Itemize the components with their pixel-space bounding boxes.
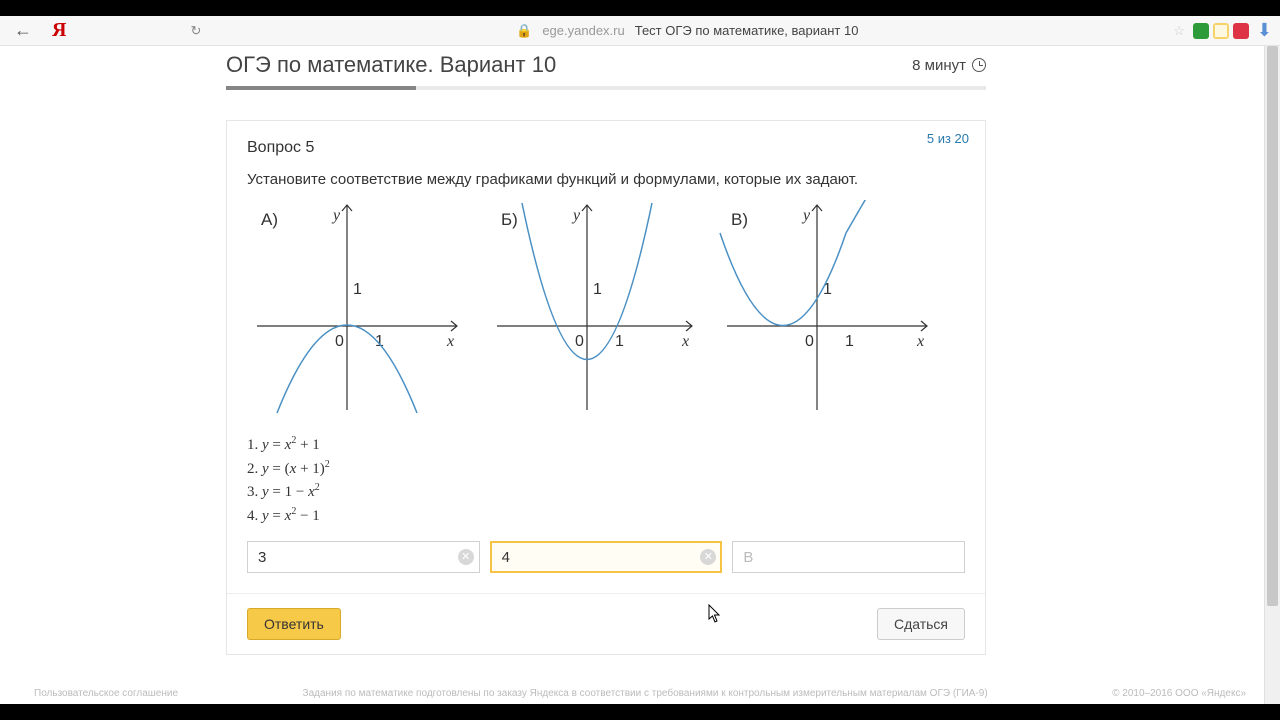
- answer-inputs: ✕ ✕: [247, 541, 965, 573]
- formula-item: 3. y = 1 − x2: [247, 480, 965, 504]
- graphs-row: А) y x 0 1 1: [247, 200, 965, 415]
- formula-item: 1. y = x2 + 1: [247, 433, 965, 457]
- footer-mid: Задания по математике подготовлены по за…: [303, 688, 988, 702]
- question-text: Установите соответствие между графиками …: [247, 171, 965, 188]
- graph-label: А): [261, 210, 278, 230]
- graph-svg: y x 0 1 1: [717, 200, 937, 415]
- extension-icon[interactable]: [1213, 23, 1229, 39]
- yandex-logo[interactable]: Я: [52, 19, 66, 42]
- graph-a: А) y x 0 1 1: [247, 200, 467, 415]
- formula-list: 1. y = x2 + 1 2. y = (x + 1)2 3. y = 1 −…: [247, 433, 965, 527]
- browser-chrome: ← Я ↻ 🔒 ege.yandex.ru Тест ОГЭ по матема…: [0, 16, 1280, 46]
- graph-b: Б) y x 0 1 1: [487, 200, 697, 415]
- formula-item: 4. y = x2 − 1: [247, 504, 965, 528]
- svg-text:1: 1: [845, 333, 854, 350]
- quiz-header: ОГЭ по математике. Вариант 10 8 минут: [226, 46, 986, 84]
- extension-icon[interactable]: [1233, 23, 1249, 39]
- answer-input-a[interactable]: [247, 541, 480, 573]
- back-icon[interactable]: ←: [14, 20, 32, 41]
- svg-text:y: y: [801, 207, 811, 224]
- lock-icon: 🔒: [516, 23, 532, 39]
- svg-text:0: 0: [805, 333, 814, 350]
- timer-text: 8 минут: [912, 57, 966, 74]
- bookmark-icon[interactable]: ☆: [1173, 23, 1185, 39]
- question-number: Вопрос 5: [247, 139, 965, 157]
- svg-text:y: y: [571, 207, 581, 224]
- letterbox-top: [0, 0, 1280, 16]
- svg-text:0: 0: [575, 333, 584, 350]
- extension-icons: [1193, 23, 1249, 39]
- question-card: 5 из 20 Вопрос 5 Установите соответствие…: [226, 120, 986, 655]
- graph-c: В) y x 0 1 1: [717, 200, 937, 415]
- svg-text:x: x: [681, 333, 689, 350]
- footer-right: © 2010–2016 ООО «Яндекс»: [1112, 688, 1246, 702]
- extension-icon[interactable]: [1193, 23, 1209, 39]
- graph-label: Б): [501, 210, 518, 230]
- answer-b: ✕: [490, 541, 723, 573]
- answer-input-b[interactable]: [490, 541, 723, 573]
- reload-icon[interactable]: ↻: [190, 23, 201, 39]
- page: ОГЭ по математике. Вариант 10 8 минут 5 …: [0, 46, 1280, 704]
- progress-fill: [226, 86, 416, 90]
- viewport: ← Я ↻ 🔒 ege.yandex.ru Тест ОГЭ по матема…: [0, 16, 1280, 704]
- quiz-timer: 8 минут: [912, 57, 986, 74]
- letterbox-bottom: [0, 704, 1280, 720]
- tab-title: Тест ОГЭ по математике, вариант 10: [635, 23, 859, 38]
- clear-icon[interactable]: ✕: [700, 549, 716, 565]
- graph-svg: y x 0 1 1: [487, 200, 697, 415]
- svg-text:x: x: [916, 333, 924, 350]
- graph-label: В): [731, 210, 748, 230]
- svg-text:1: 1: [353, 281, 362, 298]
- svg-text:x: x: [446, 333, 454, 350]
- svg-text:y: y: [331, 207, 341, 224]
- graph-svg: y x 0 1 1: [247, 200, 467, 415]
- svg-text:1: 1: [823, 281, 832, 298]
- quiz-title: ОГЭ по математике. Вариант 10: [226, 52, 556, 78]
- scrollbar[interactable]: [1264, 46, 1280, 704]
- page-footer: Пользовательское соглашение Задания по м…: [0, 688, 1280, 702]
- footer-left[interactable]: Пользовательское соглашение: [34, 688, 178, 702]
- svg-text:1: 1: [593, 281, 602, 298]
- answer-a: ✕: [247, 541, 480, 573]
- clock-icon: [972, 58, 986, 72]
- svg-text:0: 0: [335, 333, 344, 350]
- address-bar[interactable]: 🔒 ege.yandex.ru Тест ОГЭ по математике, …: [201, 23, 1173, 39]
- giveup-button[interactable]: Сдаться: [877, 608, 965, 640]
- progress-bar: [226, 86, 986, 90]
- download-icon[interactable]: ⬇: [1257, 20, 1272, 41]
- card-footer: Ответить Сдаться: [227, 593, 985, 654]
- formula-item: 2. y = (x + 1)2: [247, 457, 965, 481]
- answer-c: [732, 541, 965, 573]
- url-domain: ege.yandex.ru: [542, 23, 624, 38]
- scroll-thumb[interactable]: [1267, 46, 1278, 606]
- submit-button[interactable]: Ответить: [247, 608, 341, 640]
- question-counter: 5 из 20: [927, 131, 969, 146]
- svg-text:1: 1: [615, 333, 624, 350]
- answer-input-c[interactable]: [732, 541, 965, 573]
- clear-icon[interactable]: ✕: [458, 549, 474, 565]
